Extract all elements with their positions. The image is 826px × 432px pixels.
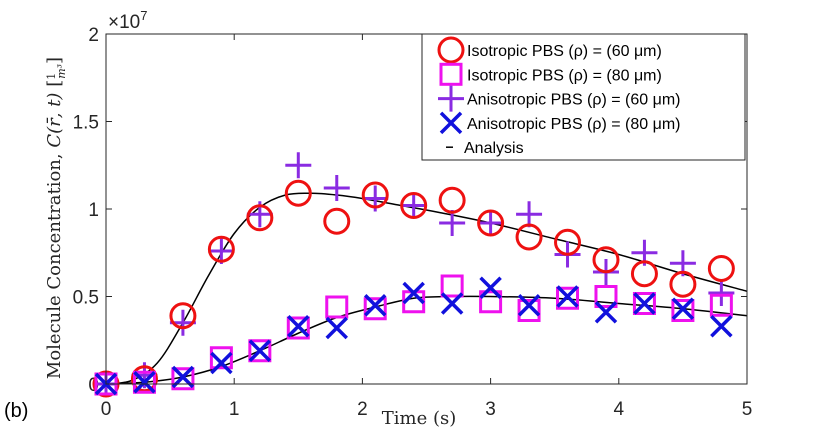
square-point	[171, 367, 195, 391]
legend-label: Anisotropic PBS (ρ) = (80 μm)	[467, 116, 681, 133]
circle-point	[707, 255, 735, 282]
legend-swatch-square	[439, 62, 463, 86]
legend-swatch-x	[439, 111, 463, 135]
x-point	[440, 292, 464, 315]
x-tick-label: 2	[357, 399, 368, 420]
square-point	[709, 293, 733, 317]
square-point	[286, 316, 310, 340]
plot-area	[92, 152, 748, 398]
circle-point	[284, 179, 312, 207]
y-tick-label: 0.5	[73, 288, 99, 309]
y-axis-multiplier: ×107	[108, 8, 147, 33]
circle-point	[323, 207, 351, 235]
x-point	[633, 292, 656, 315]
x-point	[248, 339, 272, 362]
legend-label: Analysis	[464, 140, 524, 157]
legend-swatch-circle	[437, 36, 465, 64]
square-point	[671, 299, 695, 322]
square-point	[132, 370, 156, 394]
x-tick-label: 0	[101, 399, 112, 420]
analysis-curve	[105, 192, 748, 385]
circle-point	[361, 181, 389, 209]
circle-point	[169, 302, 197, 330]
x-point	[556, 285, 579, 308]
circle-point	[246, 204, 274, 232]
circle-point	[515, 223, 543, 251]
y-tick-label: 1.5	[73, 113, 99, 134]
circle-point	[400, 192, 428, 219]
square-point	[363, 297, 387, 321]
x-point	[133, 371, 156, 394]
x-point	[325, 316, 348, 340]
x-point	[594, 301, 618, 324]
circle-point	[207, 235, 235, 263]
x-point	[287, 315, 310, 338]
x-point	[517, 294, 541, 317]
x-point	[671, 297, 695, 320]
legend-label: Isotropic PBS (ρ) = (80 μm)	[467, 67, 662, 84]
circle-point	[477, 209, 505, 237]
plus-point	[285, 152, 312, 179]
square-point	[556, 286, 580, 310]
square-point	[632, 292, 656, 315]
plus-point	[708, 280, 735, 306]
x-point	[710, 315, 733, 338]
y-tick-label: 1	[88, 200, 99, 221]
square-point	[479, 290, 503, 314]
square-point	[325, 295, 349, 319]
legend-label: Isotropic PBS (ρ) = (60 μm)	[467, 43, 662, 60]
plus-point	[323, 175, 350, 201]
x-tick-label: 5	[742, 399, 753, 420]
y-tick-label: 2	[88, 25, 99, 46]
legend-swatch-plus	[438, 85, 464, 112]
x-point	[402, 281, 425, 305]
x-tick-label: 3	[485, 399, 496, 420]
series-circle	[92, 179, 735, 398]
x-point	[363, 294, 387, 317]
circle-point	[438, 186, 466, 214]
x-point	[479, 276, 502, 299]
x-tick-label: 1	[229, 399, 240, 420]
x-axis-label: Time (s)	[382, 408, 457, 429]
square-point	[517, 299, 541, 322]
series-plus	[93, 152, 735, 397]
y-axis-label: Molecule Concentration, C(r̄, t) [1m³]	[44, 57, 68, 379]
square-point	[209, 346, 233, 370]
series-square	[94, 274, 733, 396]
plus-point	[400, 192, 427, 219]
legend-label: Anisotropic PBS (ρ) = (60 μm)	[467, 92, 681, 109]
square-point	[248, 339, 272, 363]
plus-point	[208, 238, 235, 264]
circle-point	[554, 228, 582, 256]
square-point	[440, 274, 464, 298]
x-tick-label: 4	[614, 399, 625, 420]
circle-point	[592, 246, 620, 274]
plus-point	[439, 210, 466, 236]
legend-box	[421, 33, 746, 161]
analysis-curve	[105, 295, 748, 385]
square-point	[594, 285, 618, 308]
panel-label: (b)	[4, 400, 28, 422]
circle-point	[669, 270, 697, 298]
circle-point	[630, 260, 658, 288]
plus-point	[516, 201, 543, 228]
plus-point	[477, 210, 504, 236]
x-point	[210, 351, 233, 375]
legend: Isotropic PBS (ρ) = (60 μm) Isotropic PBS…	[421, 33, 746, 161]
series-x	[94, 276, 733, 396]
